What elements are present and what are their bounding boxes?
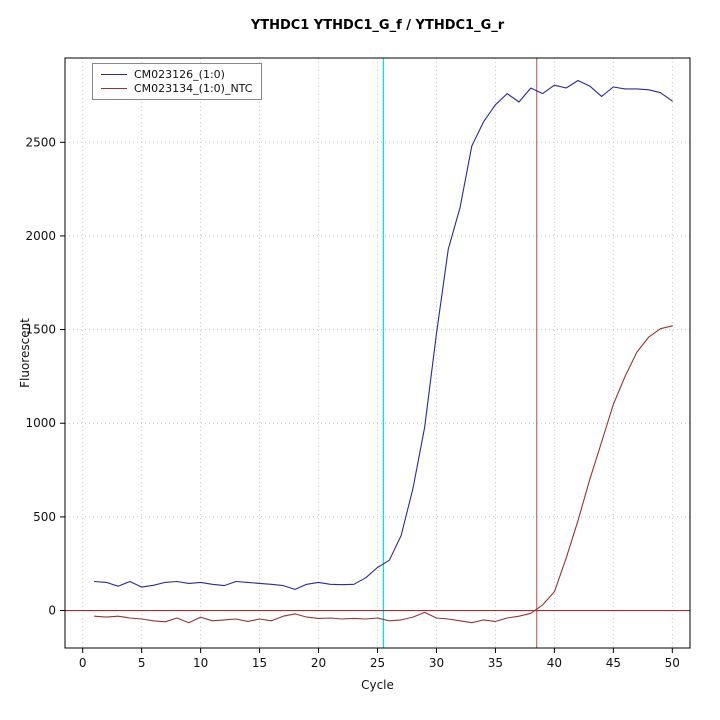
chart-title: YTHDC1 YTHDC1_G_f / YTHDC1_G_r bbox=[250, 18, 505, 33]
legend-label-ntc: CM023134_(1:0)_NTC bbox=[134, 81, 253, 95]
x-tick-label: 35 bbox=[488, 656, 503, 670]
chart-legend: CM023126_(1:0) CM023134_(1:0)_NTC bbox=[92, 63, 263, 100]
y-axis-title: Fluorescent bbox=[18, 318, 32, 388]
legend-item-ntc: CM023134_(1:0)_NTC bbox=[101, 81, 252, 95]
y-tick-label: 2500 bbox=[25, 135, 56, 149]
series-line-sample bbox=[93, 79, 673, 590]
series-line-ntc bbox=[93, 325, 673, 624]
x-tick-label: 40 bbox=[547, 656, 562, 670]
x-tick-label: 5 bbox=[138, 656, 146, 670]
x-tick-label: 0 bbox=[79, 656, 87, 670]
x-axis-title: Cycle bbox=[361, 678, 394, 692]
legend-label-sample: CM023126_(1:0) bbox=[134, 67, 225, 81]
y-tick-label: 500 bbox=[33, 510, 56, 524]
y-tick-label: 0 bbox=[48, 604, 56, 618]
x-tick-label: 15 bbox=[252, 656, 267, 670]
x-tick-label: 30 bbox=[429, 656, 444, 670]
legend-line-swatch-ntc bbox=[101, 87, 127, 89]
y-tick-label: 1500 bbox=[25, 323, 56, 337]
x-tick-label: 20 bbox=[311, 656, 326, 670]
x-tick-label: 10 bbox=[193, 656, 208, 670]
x-tick-label: 45 bbox=[606, 656, 621, 670]
legend-line-swatch-sample bbox=[101, 73, 127, 75]
legend-item-sample: CM023126_(1:0) bbox=[101, 67, 252, 81]
y-tick-label: 2000 bbox=[25, 229, 56, 243]
x-tick-label: 25 bbox=[370, 656, 385, 670]
y-tick-label: 1000 bbox=[25, 416, 56, 430]
x-tick-label: 50 bbox=[665, 656, 680, 670]
